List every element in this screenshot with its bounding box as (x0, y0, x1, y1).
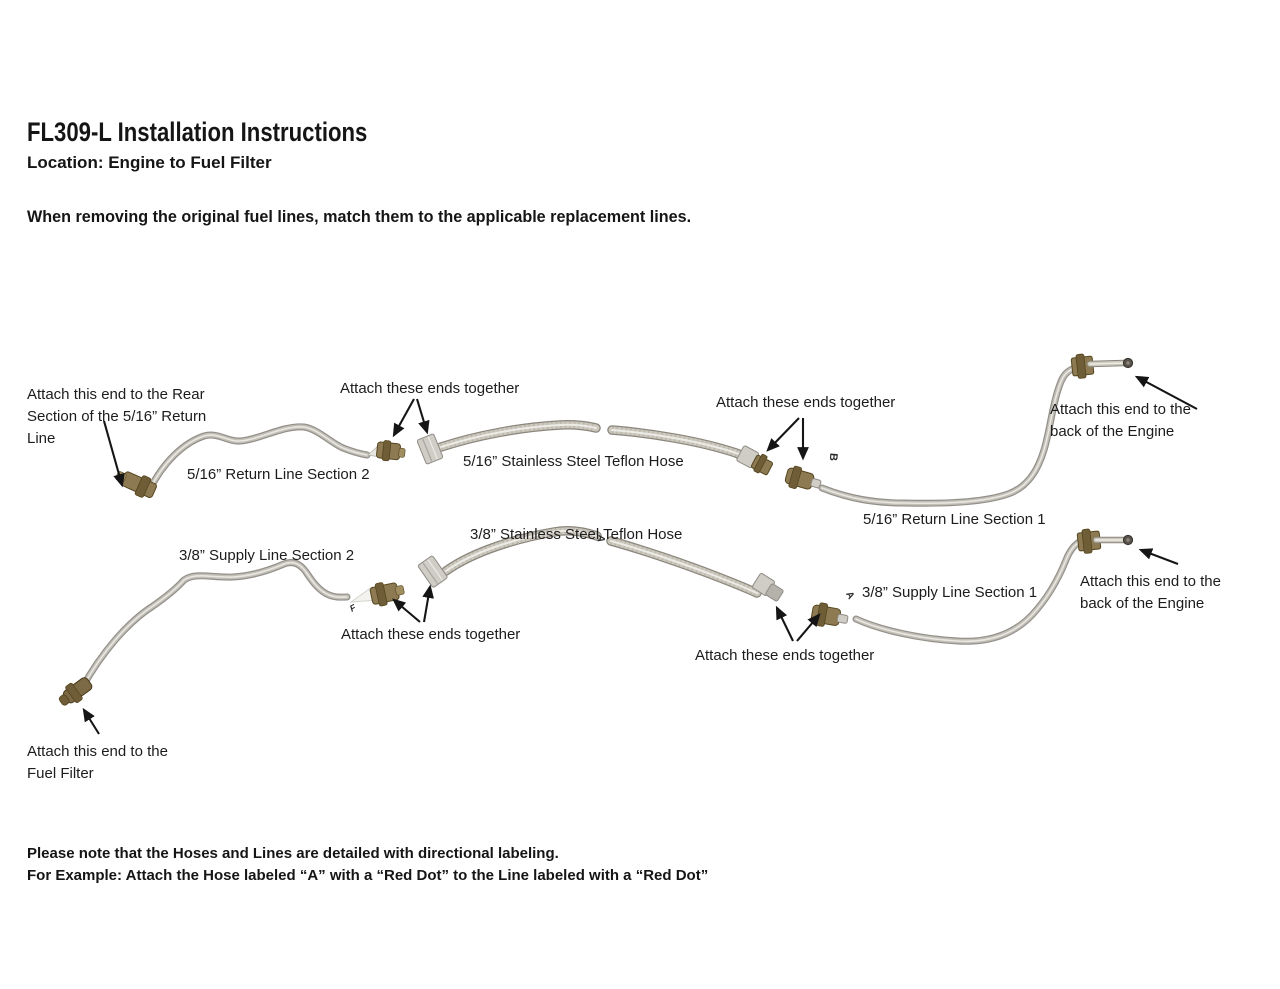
note-line-1: Please note that the Hoses and Lines are… (27, 845, 559, 862)
arrow-ends-bottom-right-a (775, 605, 794, 642)
fuel-filter-fitting (58, 677, 93, 706)
hose-516-right-fitting (736, 445, 774, 476)
rear-return-fitting (115, 471, 157, 499)
intro-line: When removing the original fuel lines, m… (27, 207, 692, 226)
label-attach-engine-top: Attach this end to the back of the Engin… (1050, 401, 1191, 440)
label-attach-ends-top-left: Attach these ends together (340, 380, 520, 397)
hose-38-right-fitting (752, 573, 784, 602)
supply-line-section-2-tube (82, 563, 347, 688)
return-line-1-engine-end (1070, 353, 1134, 379)
arrow-ends-bottom-right-b (796, 613, 821, 642)
return-line-1-union-fitting (784, 465, 822, 490)
label-attach-rear-return: Attach this end to the Rear Section of t… (27, 386, 207, 447)
annotation-arrows (82, 375, 1198, 735)
return-line-2-end-fitting (367, 440, 406, 462)
directional-labeling-note: Please note that the Hoses and Lines are… (27, 843, 708, 887)
label-attach-ends-bottom-right: Attach these ends together (695, 647, 875, 664)
arrow-engine-top (1134, 375, 1198, 410)
location-line: Location: Engine to Fuel Filter (27, 153, 272, 172)
arrow-ends-top-left-a (392, 398, 415, 438)
label-supply-line-section-1: 3/8” Supply Line Section 1 (862, 584, 1038, 601)
part-letter-b: B (826, 452, 840, 462)
arrow-fuel-filter (82, 707, 100, 735)
hose-516-left-fitting (416, 433, 444, 465)
label-return-line-section-1: 5/16” Return Line Section 1 (863, 511, 1046, 528)
supply-line-1-engine-end (1076, 528, 1134, 554)
supply-line-2-end-fitting (349, 582, 405, 607)
label-attach-fuel-filter: Attach this end to the Fuel Filter (27, 743, 168, 782)
arrow-engine-bottom (1138, 548, 1179, 565)
label-attach-engine-bottom: Attach this end to the back of the Engin… (1080, 573, 1221, 612)
arrow-ends-top-right-a (766, 417, 800, 452)
arrow-ends-bottom-left-a (392, 598, 421, 623)
arrow-rear-return (102, 420, 125, 488)
arrow-ends-bottom-left-b (422, 584, 434, 623)
label-attach-ends-bottom-left: Attach these ends together (341, 626, 521, 643)
page-title: FL309-L Installation Instructions (27, 117, 368, 148)
return-line-section-1-tube (822, 366, 1081, 503)
hose-38-left-fitting (417, 555, 448, 588)
supply-line-1-union-fitting (810, 602, 849, 627)
label-return-line-section-2: 5/16” Return Line Section 2 (187, 466, 370, 483)
label-teflon-hose-516: 5/16” Stainless Steel Teflon Hose (463, 453, 684, 470)
label-attach-ends-top-right: Attach these ends together (716, 394, 896, 411)
label-teflon-hose-38: 3/8” Stainless Steel Teflon Hose (470, 526, 683, 543)
label-supply-line-section-2: 3/8” Supply Line Section 2 (179, 547, 355, 564)
note-line-2: For Example: Attach the Hose labeled “A”… (27, 867, 709, 884)
arrow-ends-top-left-b (415, 398, 430, 435)
